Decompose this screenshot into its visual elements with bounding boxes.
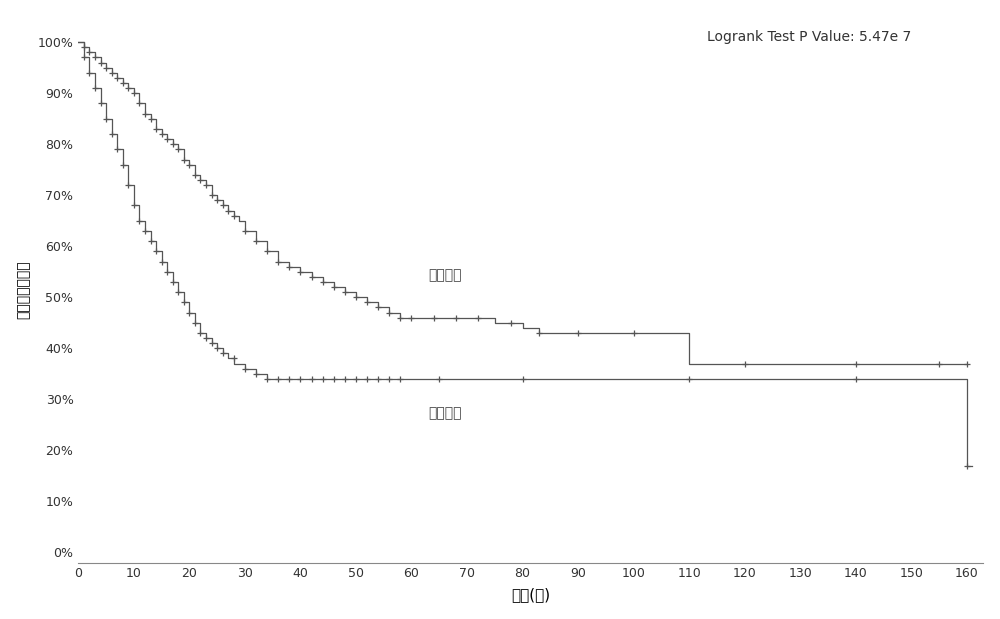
Text: 高风险组: 高风险组: [428, 406, 462, 420]
X-axis label: 时间(月): 时间(月): [511, 587, 550, 602]
Text: Logrank Test P Value: 5.47e 7: Logrank Test P Value: 5.47e 7: [707, 30, 912, 45]
Text: 低风险组: 低风险组: [428, 269, 462, 282]
Y-axis label: 肝瘤无进展生存: 肝瘤无进展生存: [17, 260, 31, 319]
